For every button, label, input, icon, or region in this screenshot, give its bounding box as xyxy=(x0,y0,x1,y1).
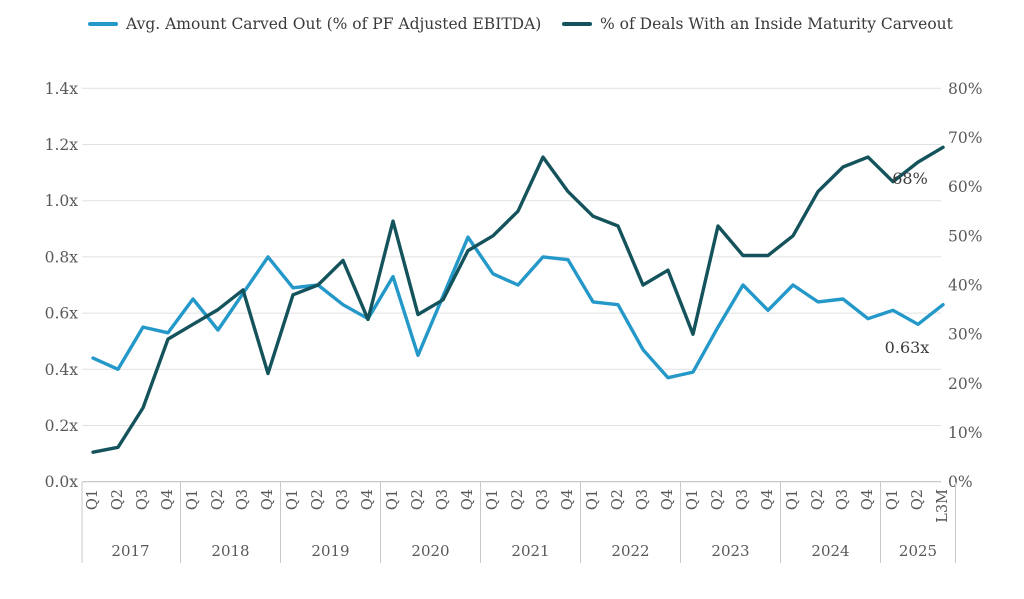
quarter-tick-label: Q1 xyxy=(85,489,101,510)
left-axis-tick-label: 0.4x xyxy=(45,361,79,379)
quarter-tick-label: Q2 xyxy=(310,489,326,510)
left-axis-tick-label: 1.2x xyxy=(45,136,79,154)
quarter-tick-label: Q1 xyxy=(485,489,501,510)
year-label-2019: 2019 xyxy=(311,542,349,560)
quarter-tick-label: Q4 xyxy=(360,489,376,510)
quarter-tick-label: Q1 xyxy=(785,489,801,510)
annotation-68%: 68% xyxy=(892,169,928,188)
quarter-tick-label: Q3 xyxy=(435,489,451,510)
legend-label: Avg. Amount Carved Out (% of PF Adjusted… xyxy=(126,15,542,33)
quarter-tick-label: Q3 xyxy=(635,489,651,510)
quarter-tick-label: Q4 xyxy=(860,489,876,510)
quarter-tick-label: Q2 xyxy=(910,489,926,510)
right-axis-tick-label: 10% xyxy=(948,424,982,442)
quarter-tick-label: Q1 xyxy=(385,489,401,510)
quarter-tick-label: Q1 xyxy=(185,489,201,510)
quarter-tick-label: Q2 xyxy=(410,489,426,510)
quarter-tick-label: Q4 xyxy=(660,489,676,510)
quarter-tick-label: Q4 xyxy=(760,489,776,510)
right-axis-tick-label: 80% xyxy=(948,80,982,98)
left-axis-tick-label: 1.0x xyxy=(45,192,79,210)
quarter-tick-label: Q3 xyxy=(835,489,851,510)
quarter-tick-label: Q2 xyxy=(610,489,626,510)
quarter-tick-label: Q4 xyxy=(460,489,476,510)
quarter-tick-label: Q2 xyxy=(210,489,226,510)
annotation-0.63x: 0.63x xyxy=(885,338,930,357)
quarter-tick-label: Q2 xyxy=(710,489,726,510)
year-label-2025: 2025 xyxy=(899,542,937,560)
year-label-2018: 2018 xyxy=(211,542,249,560)
legend-label: % of Deals With an Inside Maturity Carve… xyxy=(600,15,953,33)
quarter-tick-label: Q1 xyxy=(685,489,701,510)
right-axis-tick-label: 30% xyxy=(948,326,982,344)
legend-line-swatch-teal xyxy=(562,22,592,26)
legend-item-avg-carveout: Avg. Amount Carved Out (% of PF Adjusted… xyxy=(88,12,541,36)
year-label-2020: 2020 xyxy=(411,542,449,560)
quarter-tick-label: Q3 xyxy=(735,489,751,510)
chart-legend: Avg. Amount Carved Out (% of PF Adjusted… xyxy=(0,12,1024,36)
legend-item-deal-pct: % of Deals With an Inside Maturity Carve… xyxy=(562,12,953,36)
series-line-inside-maturity-pct xyxy=(91,145,945,454)
year-label-2024: 2024 xyxy=(811,542,849,560)
quarter-tick-label: Q2 xyxy=(110,489,126,510)
quarter-tick-label: Q3 xyxy=(335,489,351,510)
left-axis-tick-label: 1.4x xyxy=(45,80,79,98)
right-axis-tick-label: 40% xyxy=(948,277,982,295)
quarter-tick-label: Q2 xyxy=(810,489,826,510)
quarter-tick-label: Q3 xyxy=(535,489,551,510)
quarter-tick-label: Q1 xyxy=(585,489,601,510)
series-line-avg-carveout xyxy=(91,235,945,380)
quarter-tick-label: Q4 xyxy=(160,489,176,510)
left-axis-tick-label: 0.2x xyxy=(45,417,79,435)
left-axis-tick-label: 0.0x xyxy=(45,473,79,491)
right-axis-tick-label: 70% xyxy=(948,129,982,147)
year-label-2023: 2023 xyxy=(711,542,749,560)
quarter-tick-label: Q1 xyxy=(285,489,301,510)
right-axis-tick-label: 0% xyxy=(948,473,973,491)
legend-line-swatch-blue xyxy=(88,22,118,26)
quarter-tick-label: Q4 xyxy=(260,489,276,510)
year-label-2017: 2017 xyxy=(111,542,149,560)
quarter-tick-label: Q4 xyxy=(560,489,576,510)
right-axis-tick-label: 50% xyxy=(948,227,982,245)
quarter-tick-label: Q3 xyxy=(235,489,251,510)
left-axis-tick-label: 0.6x xyxy=(45,305,79,323)
quarter-tick-label: L3M xyxy=(935,489,951,523)
right-axis-tick-label: 20% xyxy=(948,375,982,393)
quarter-tick-label: Q3 xyxy=(135,489,151,510)
left-axis-tick-label: 0.8x xyxy=(45,248,79,266)
year-label-2022: 2022 xyxy=(611,542,649,560)
year-label-2021: 2021 xyxy=(511,542,549,560)
right-axis-tick-label: 60% xyxy=(948,178,982,196)
quarter-tick-label: Q2 xyxy=(510,489,526,510)
quarter-tick-label: Q1 xyxy=(885,489,901,510)
